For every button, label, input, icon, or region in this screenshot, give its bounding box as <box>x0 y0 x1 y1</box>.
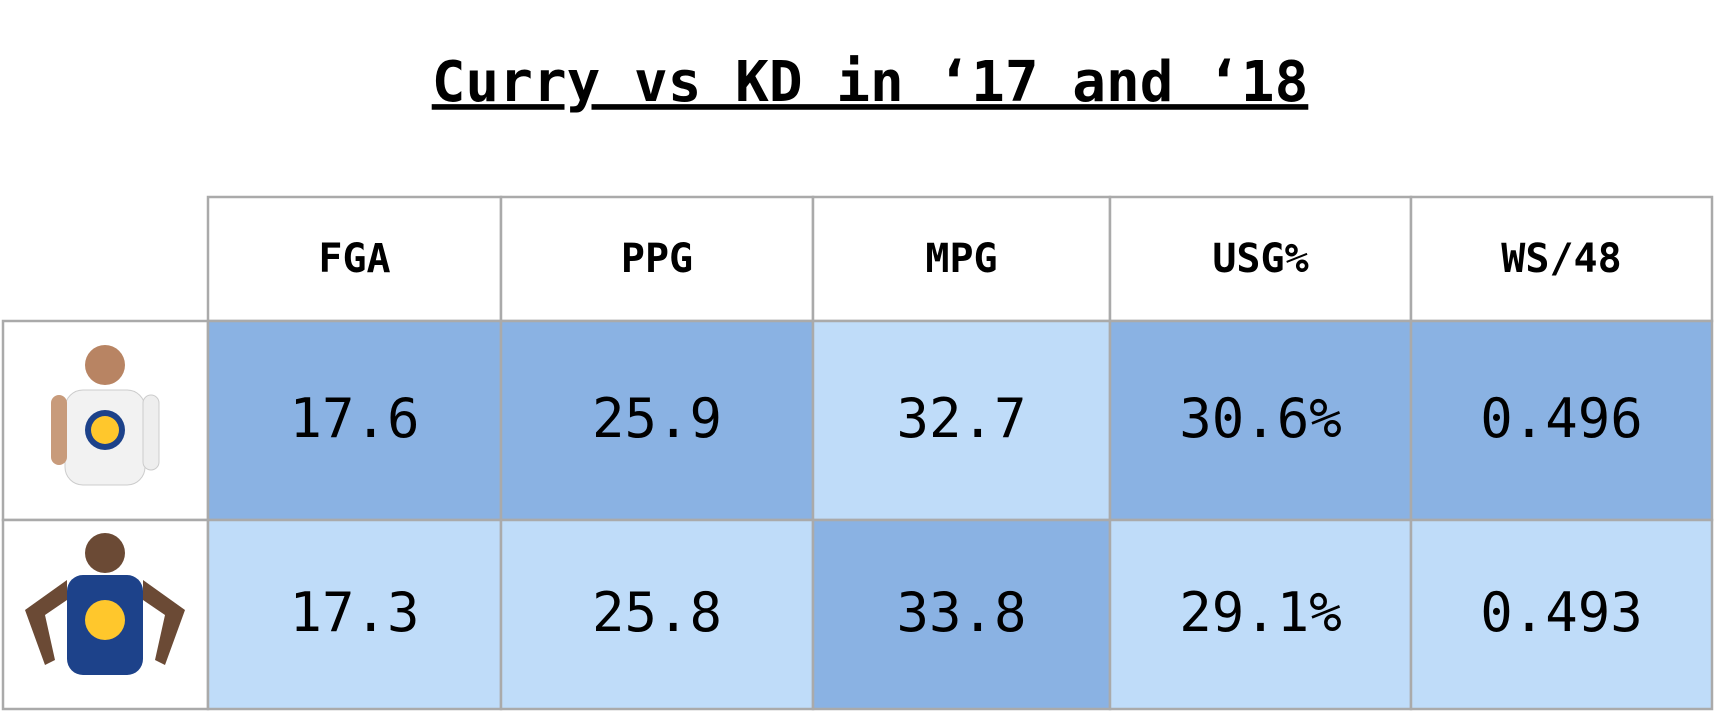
column-header: PPG <box>621 236 693 282</box>
cell <box>1108 319 1413 522</box>
cell <box>499 518 815 711</box>
column-header: WS/48 <box>1501 236 1621 282</box>
cell-value: 30.6% <box>1179 387 1342 450</box>
cell-value: 0.493 <box>1480 581 1643 644</box>
header-cell <box>1108 195 1413 323</box>
cell <box>1108 518 1413 711</box>
cell <box>499 319 815 522</box>
column-header: MPG <box>925 236 997 282</box>
player-photo <box>51 345 160 486</box>
header-cell <box>499 195 815 323</box>
cell-value: 17.6 <box>289 387 419 450</box>
title: Curry vs KD in ‘17 and ‘18 <box>432 50 1309 115</box>
cell-value: 17.3 <box>289 581 419 644</box>
cell-value: 25.9 <box>592 387 722 450</box>
cell <box>811 518 1112 711</box>
cell-value: 25.8 <box>592 581 722 644</box>
header-cell <box>206 195 503 323</box>
column-header: USG% <box>1212 236 1308 282</box>
cell-value: 29.1% <box>1179 581 1342 644</box>
table: FGA PPG MPG USG% WS/48 17.6 25.9 32.7 30.6% 0.496… <box>1 195 1714 711</box>
cell-value: 33.8 <box>896 581 1026 644</box>
cell <box>1409 319 1714 522</box>
cell <box>1409 518 1714 711</box>
player-photo <box>25 533 185 675</box>
cell-value: 32.7 <box>896 387 1026 450</box>
cell <box>206 518 503 711</box>
cell-value: 0.496 <box>1480 387 1643 450</box>
column-header: FGA <box>318 236 390 282</box>
header-cell <box>811 195 1112 323</box>
